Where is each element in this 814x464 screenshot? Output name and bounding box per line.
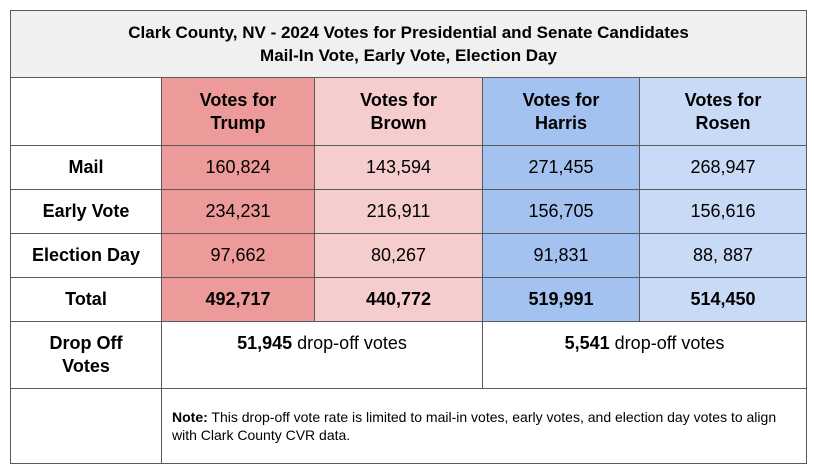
table-row-drop-off: Drop Off Votes 51,945 drop-off votes 5,5…	[10, 321, 808, 389]
drop-off-label-line-1: Drop Off	[49, 333, 123, 353]
title-line-2: Mail-In Vote, Early Vote, Election Day	[260, 46, 557, 65]
table-row-mail: Mail 160,824 143,594 271,455 268,947	[10, 145, 808, 190]
header-trump: Votes for Trump	[161, 77, 315, 146]
header-trump-line-1: Votes for	[199, 89, 277, 110]
row-label-mail: Mail	[10, 145, 162, 190]
cell-election-day-rosen: 88, 887	[638, 233, 808, 278]
header-brown-line-2: Brown	[370, 112, 427, 133]
note-cell: Note: This drop-off vote rate is limited…	[160, 388, 808, 464]
table-row-note: Note: This drop-off vote rate is limited…	[10, 388, 808, 464]
header-rosen-line-2: Rosen	[695, 112, 751, 133]
cell-early-trump: 234,231	[161, 189, 315, 234]
row-label-early: Early Vote	[10, 189, 162, 234]
row-label-total: Total	[10, 277, 162, 322]
votes-table-container: Clark County, NV - 2024 Votes for Presid…	[9, 10, 808, 464]
cell-mail-rosen: 268,947	[638, 145, 808, 190]
cell-early-harris: 156,705	[482, 189, 640, 234]
row-label-election-day: Election Day	[10, 233, 162, 278]
note-label: Note:	[172, 409, 208, 425]
header-trump-line-2: Trump	[210, 112, 266, 133]
header-rosen: Votes for Rosen	[638, 77, 808, 146]
header-harris: Votes for Harris	[482, 77, 640, 146]
drop-off-republican-suffix: drop-off votes	[292, 333, 407, 353]
cell-mail-brown: 143,594	[314, 145, 483, 190]
header-brown: Votes for Brown	[314, 77, 483, 146]
cell-early-rosen: 156,616	[638, 189, 808, 234]
table-row-early: Early Vote 234,231 216,911 156,705 156,6…	[10, 189, 808, 234]
cell-election-day-brown: 80,267	[314, 233, 483, 278]
title-line-1: Clark County, NV - 2024 Votes for Presid…	[128, 23, 689, 42]
table-row-election-day: Election Day 97,662 80,267 91,831 88, 88…	[10, 233, 808, 278]
header-harris-line-2: Harris	[534, 112, 588, 133]
header-rosen-line-1: Votes for	[684, 89, 762, 110]
votes-table: Clark County, NV - 2024 Votes for Presid…	[9, 10, 808, 464]
drop-off-democrat-count: 5,541	[564, 333, 610, 353]
row-label-drop-off: Drop Off Votes	[10, 321, 162, 389]
cell-mail-harris: 271,455	[482, 145, 640, 190]
cell-total-brown: 440,772	[314, 277, 483, 322]
header-empty-cell	[10, 77, 162, 146]
note-empty-cell	[10, 388, 162, 464]
header-harris-line-1: Votes for	[522, 89, 600, 110]
drop-off-label-line-2: Votes	[62, 356, 110, 376]
header-row: Votes for Trump Votes for Brown Votes fo…	[10, 77, 808, 146]
cell-early-brown: 216,911	[314, 189, 483, 234]
cell-election-day-harris: 91,831	[482, 233, 640, 278]
cell-mail-trump: 160,824	[161, 145, 315, 190]
cell-total-trump: 492,717	[161, 277, 315, 322]
table-row-total: Total 492,717 440,772 519,991 514,450	[10, 277, 808, 322]
title-row: Clark County, NV - 2024 Votes for Presid…	[9, 10, 808, 78]
drop-off-republican-count: 51,945	[237, 333, 293, 353]
note-text: This drop-off vote rate is limited to ma…	[172, 409, 777, 443]
table-title: Clark County, NV - 2024 Votes for Presid…	[9, 10, 808, 78]
cell-drop-off-democrat: 5,541 drop-off votes	[481, 321, 808, 389]
cell-drop-off-republican: 51,945 drop-off votes	[161, 321, 483, 389]
cell-total-harris: 519,991	[482, 277, 640, 322]
cell-total-rosen: 514,450	[638, 277, 808, 322]
drop-off-democrat-suffix: drop-off votes	[609, 333, 725, 353]
cell-election-day-trump: 97,662	[161, 233, 315, 278]
header-brown-line-1: Votes for	[360, 89, 437, 110]
